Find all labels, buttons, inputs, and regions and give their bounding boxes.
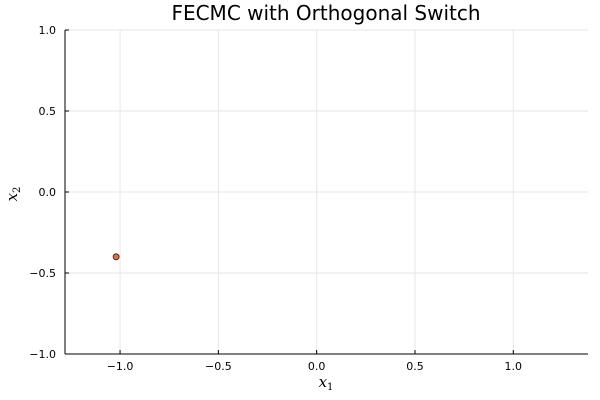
- gridlines: [65, 29, 588, 355]
- x-axis-label-base: x: [319, 373, 328, 391]
- x-tick-label-3: 0.5: [406, 360, 424, 373]
- y-axis-label-base: x: [3, 192, 21, 201]
- y-tick-label-4: 1.0: [39, 24, 57, 37]
- x-tick-label-2: 0.0: [308, 360, 326, 373]
- x-ticks: −1.0 −0.5 0.0 0.5 1.0: [107, 350, 522, 373]
- x-tick-label-0: −1.0: [107, 360, 134, 373]
- y-axis-label: x2: [3, 187, 23, 202]
- y-tick-label-2: 0.0: [39, 186, 57, 199]
- x-axis-label-sub: 1: [327, 382, 333, 393]
- chart-title: FECMC with Orthogonal Switch: [171, 1, 480, 25]
- y-axis-label-sub: 2: [12, 187, 23, 193]
- y-tick-label-0: −1.0: [29, 348, 56, 361]
- x-tick-label-4: 1.0: [505, 360, 523, 373]
- x-axis-label: x1: [319, 373, 334, 393]
- data-point-0: [112, 253, 120, 261]
- data-points: [112, 253, 120, 261]
- x-tick-label-1: −0.5: [205, 360, 232, 373]
- y-tick-label-3: 0.5: [39, 105, 57, 118]
- y-tick-label-1: −0.5: [29, 267, 56, 280]
- y-ticks: −1.0 −0.5 0.0 0.5 1.0: [29, 24, 69, 361]
